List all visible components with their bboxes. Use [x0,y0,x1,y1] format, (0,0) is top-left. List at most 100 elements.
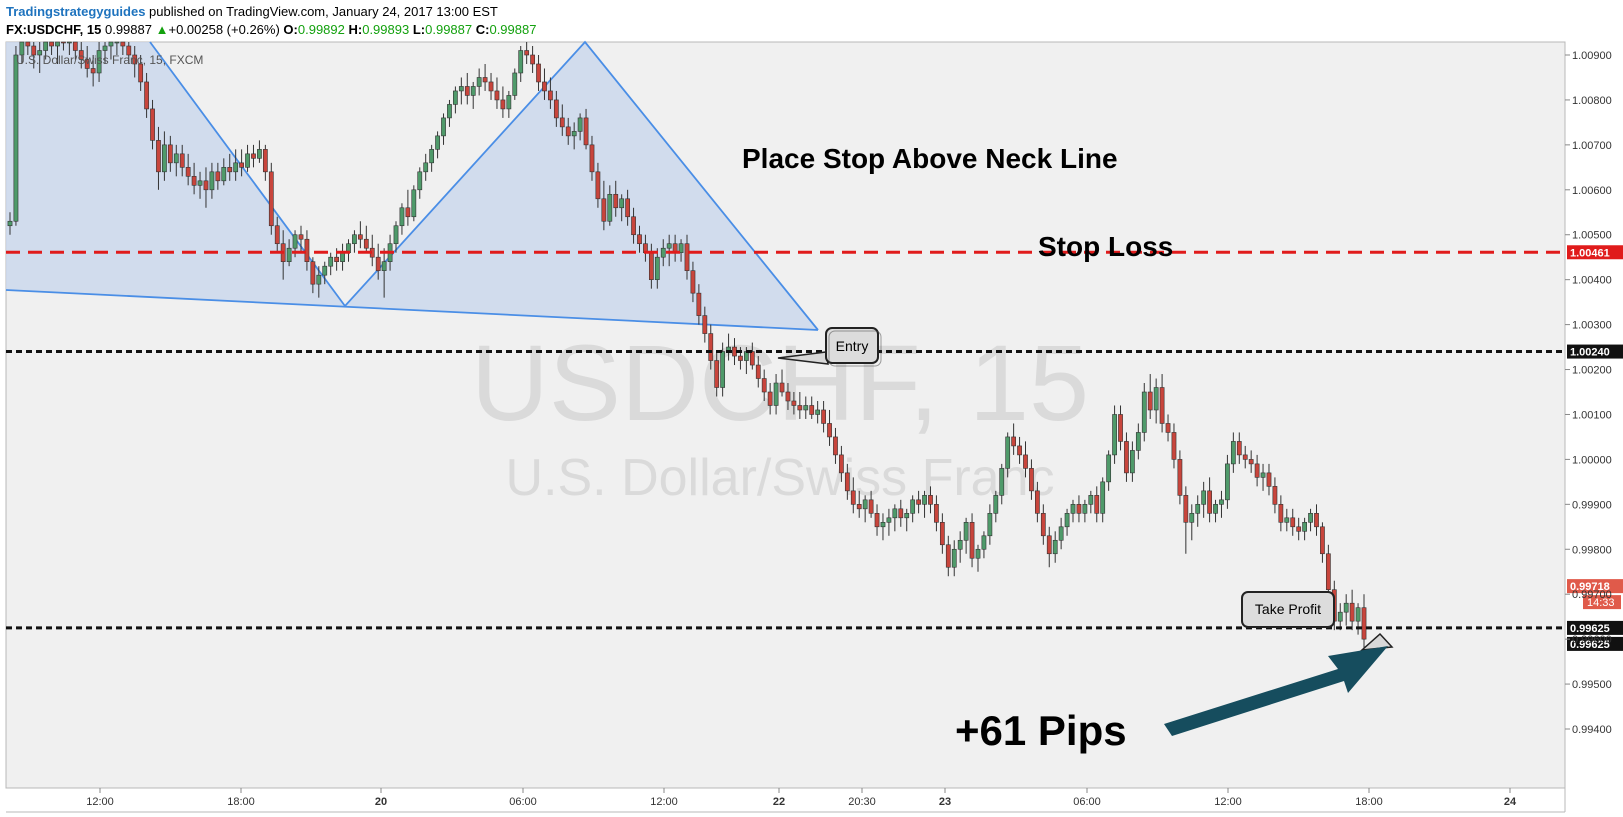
y-tick-label: 0.99500 [1572,679,1612,691]
candle-body [530,54,535,65]
candle-body [916,499,921,505]
candle-body [785,391,791,402]
candle-body [453,90,458,105]
entry-callout[interactable]: Entry [777,327,882,367]
head-and-shoulders-pattern[interactable] [5,40,819,331]
x-tick-label: 12:00 [1214,796,1242,808]
take-profit-callout[interactable]: Take Profit [1241,591,1394,651]
y-tick-label: 1.00200 [1572,365,1612,377]
candle-body [1124,441,1129,474]
candle-body [904,513,910,519]
candle-body [981,535,987,550]
price-axis[interactable]: 1.00900 1.00800 1.00700 1.00600 1.00500 1.004… [1565,50,1612,736]
candle-body [987,513,993,537]
open-label: O: [283,22,298,37]
profit-arrow[interactable] [1164,646,1388,736]
candle-body [542,81,547,92]
candle-body [951,548,957,568]
candle-body [548,90,553,101]
candle-body [363,238,369,249]
candle-body [458,86,464,92]
candle-body [506,95,512,110]
pattern-outline[interactable] [149,40,819,331]
candle-body [874,513,880,528]
candle-body [447,104,452,119]
candle-body [405,207,411,218]
candle-body [1147,391,1153,411]
candle-body [898,508,904,519]
annotation-stop-loss[interactable]: Stop Loss [1038,231,1173,262]
candle-body [797,405,803,411]
candle-body [482,77,488,83]
candle-body [49,41,54,47]
candle-body [55,41,60,47]
candle-body [1029,468,1034,492]
candle-body [779,382,785,393]
candle-body [150,108,155,141]
candle-body [1349,602,1355,622]
candle-body [470,86,476,96]
candle-body [827,423,832,438]
candle-body [399,207,405,227]
candle-body [1236,441,1242,456]
candle-body [684,243,690,271]
y-tick-label: 1.00000 [1572,454,1612,466]
annotation-headline[interactable]: Place Stop Above Neck Line [742,143,1118,174]
candle-body [304,238,310,262]
y-tick-label: 0.99700 [1572,589,1612,601]
candle-body [1094,495,1100,514]
candle-body [233,162,239,173]
annotation-pips[interactable]: +61 Pips [955,707,1127,754]
candle-body [791,400,797,406]
symbol-label[interactable]: FX:USDCHF, 15 [6,22,102,37]
last-price-value: 0.99887 [104,22,152,37]
publish-line: Tradingstrategyguides published on Tradi… [6,4,498,19]
candle-body [1064,513,1070,528]
candle-body [821,409,826,424]
candle-body [1100,481,1106,514]
entry-callout-shadow [828,330,882,367]
candle-body [72,41,78,51]
candle-body [179,153,185,168]
candle-body [262,149,268,173]
x-tick-label: 23 [939,796,951,808]
candle-body [773,382,779,406]
candle-body [322,265,328,276]
candle-body [1325,553,1331,591]
candle-body [352,234,357,245]
published-text: published on TradingView.com, January 24… [145,4,498,19]
candle-body [31,45,37,56]
neck-line[interactable] [5,289,819,331]
candle-body [1207,490,1212,514]
time-axis[interactable]: 12:00 18:00 20 06:00 12:00 22 20:30 23 06:00 12:0… [86,788,1517,808]
y-tick-label: 1.00800 [1572,95,1612,107]
candle-body [209,171,215,191]
candle-body [856,504,862,510]
candle-body [257,149,262,159]
entry-price-tag-bg [1567,344,1623,359]
candle-body [518,50,524,74]
candle-body [1052,539,1058,555]
candle-body [43,41,49,51]
candle-body [732,346,737,357]
candle-body [191,176,197,186]
take-profit-price-tag-2: 0.99625 [1570,639,1610,651]
candle-body [939,522,945,546]
candle-body [637,234,642,245]
x-tick-label: 22 [773,796,785,808]
candle-body [678,243,684,254]
candle-body [1254,463,1260,478]
candle-body [7,220,13,227]
candle-body [1302,522,1307,532]
x-tick-label: 20:30 [848,796,876,808]
candle-body [268,171,274,227]
candle-body [553,99,559,119]
candle-body [880,522,886,528]
y-tick-label: 0.99900 [1572,499,1612,511]
candle-body [227,167,233,173]
publisher-link[interactable]: Tradingstrategyguides [6,4,146,19]
last-price-tag: 0.99718 [1570,581,1610,593]
candle-body [589,144,595,173]
candle-body [1076,504,1082,514]
